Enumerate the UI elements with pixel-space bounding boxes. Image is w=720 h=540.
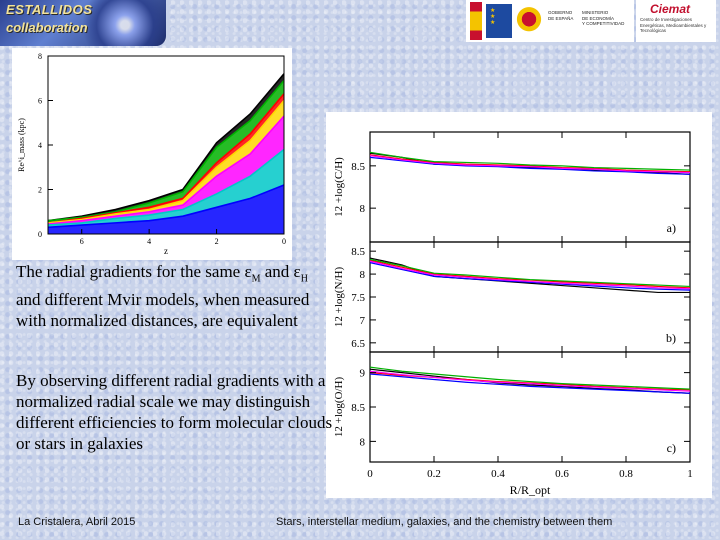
size-evolution-chart: 6 4 2 0 0 2 4 6 8 z Re^i_mass (kpc) <box>12 48 292 260</box>
logo-left-line2: collaboration <box>6 20 88 35</box>
ciemat-name: Ciemat <box>650 2 691 16</box>
plot2-panel-label-2: b) <box>666 331 676 345</box>
plot1-line-red <box>47 93 285 224</box>
abundance-gradient-chart: 8 8.5 a) 12 +log(C/H) 6.5 7 7.5 8 8.5 b) 12 +log(N… <box>326 112 712 498</box>
plot2-background <box>326 112 712 498</box>
gov-line2: MINISTERIO DE ECONOMÍA Y COMPETITIVIDAD <box>582 10 625 26</box>
plot2-ytick-label: 9 <box>360 368 366 380</box>
plot2-ylabel-2: 12 +log(N/H) <box>333 267 345 328</box>
plot2-ytick-label: 8 <box>360 269 366 281</box>
plot1-line-blue <box>47 184 285 229</box>
plot2-line-2-magenta <box>369 260 691 290</box>
eu-stars-icon: ★ ★ ★ <box>490 8 496 26</box>
plot2-xtick-label: 0 <box>367 468 373 480</box>
para1-b: and ε <box>260 262 301 281</box>
plot1-ylabel: Re^i_mass (kpc) <box>17 118 26 172</box>
plot2-ytick-label: 7.5 <box>351 292 365 304</box>
plot2-ytick-label: 8.5 <box>351 246 365 258</box>
logo-left-line1: ESTALLIDOS <box>6 2 93 17</box>
plot2-panel-label-3: c) <box>667 441 676 455</box>
plot1-ytick-label: 6 <box>38 97 42 106</box>
plot2-xtick-label: 0.4 <box>491 468 505 480</box>
plot1-line-black <box>47 73 285 222</box>
footer-venue-date: La Cristalera, Abril 2015 <box>18 516 136 528</box>
plot2-ytick-label: 8.5 <box>351 161 365 173</box>
plot2-line-1-magenta <box>369 155 691 174</box>
plot2-line-2-green <box>369 258 691 288</box>
plot2-ytick-label: 8 <box>360 436 366 448</box>
plot2-ylabel-3: 12 +log(O/H) <box>333 377 345 438</box>
spain-flag-band <box>470 2 482 40</box>
plot1-line-magenta <box>47 115 285 225</box>
plot2-line-1-green <box>369 151 691 171</box>
para1-sub-m: M <box>251 273 261 285</box>
para1-c: and different Mvir models, when measured… <box>16 290 310 331</box>
plot2-xtick-label: 1 <box>687 468 693 480</box>
plot2-xtick-label: 0.8 <box>619 468 633 480</box>
plot1-ytick-label: 8 <box>38 52 42 61</box>
para1-a: The radial gradients for the same ε <box>16 262 252 281</box>
gov-line1: GOBIERNO DE ESPAÑA <box>548 10 574 21</box>
plot1-xtick-label: 2 <box>215 237 219 246</box>
plot2-ytick-label: 6.5 <box>351 338 365 350</box>
footer-conference-title: Stars, interstellar medium, galaxies, an… <box>276 516 613 528</box>
plot2-panel-label-1: a) <box>667 221 676 235</box>
plot2-xtick-label: 0.6 <box>555 468 569 480</box>
paragraph-efficiency: By observing different radial gradients … <box>16 371 333 453</box>
plot2-line-3-blue <box>369 373 691 394</box>
plot1-band-magenta <box>48 116 284 226</box>
galaxy-swirl-icon <box>70 0 166 46</box>
plot2-line-3-green <box>369 366 691 390</box>
paragraph-equivalence: The radial gradients for the same εM and… <box>16 261 321 331</box>
plot2-line-2-blue <box>369 262 691 291</box>
plot2-ylabel-1: 12 +log(C/H) <box>333 157 345 217</box>
plot1-xtick-label: 0 <box>282 237 286 246</box>
government-logo: ★ ★ ★ GOBIERNO DE ESPAÑA MINISTERIO DE ECO… <box>466 0 634 42</box>
plot1-line-green <box>47 79 285 222</box>
plot1-xtick-label: 6 <box>80 237 84 246</box>
plot2-line-3-magenta <box>369 370 691 392</box>
plot2-ytick-label: 8.5 <box>351 402 365 414</box>
plot2-line-1-red <box>369 154 691 173</box>
plot2-xlabel: R/R_opt <box>510 483 551 497</box>
plot1-band-cyan <box>48 149 284 228</box>
ciemat-subtitle: Centro de Investigaciones Energéticas, M… <box>640 17 707 33</box>
ciemat-logo: Ciemat Centro de Investigaciones Energét… <box>636 0 716 42</box>
estallidos-logo: ESTALLIDOS collaboration <box>0 0 166 46</box>
plot2-line-1-blue <box>369 156 691 175</box>
coat-of-arms-icon <box>516 3 542 39</box>
plot1-band-blue <box>48 185 284 234</box>
plot1-ytick-label: 4 <box>38 141 42 150</box>
para1-sub-h: H <box>300 273 308 285</box>
plot1-xlabel: z <box>164 246 168 256</box>
plot1-ytick-label: 0 <box>38 230 42 239</box>
plot1-line-cyan <box>47 148 285 226</box>
plot1-line-yellow <box>47 99 285 224</box>
plot2-ytick-label: 7 <box>360 315 366 327</box>
plot1-ytick-label: 2 <box>38 186 42 195</box>
plot1-xtick-label: 4 <box>147 237 151 246</box>
plot2-xtick-label: 0.2 <box>427 468 441 480</box>
eu-flag-icon <box>486 4 512 38</box>
plot2-ytick-label: 8 <box>360 203 366 215</box>
